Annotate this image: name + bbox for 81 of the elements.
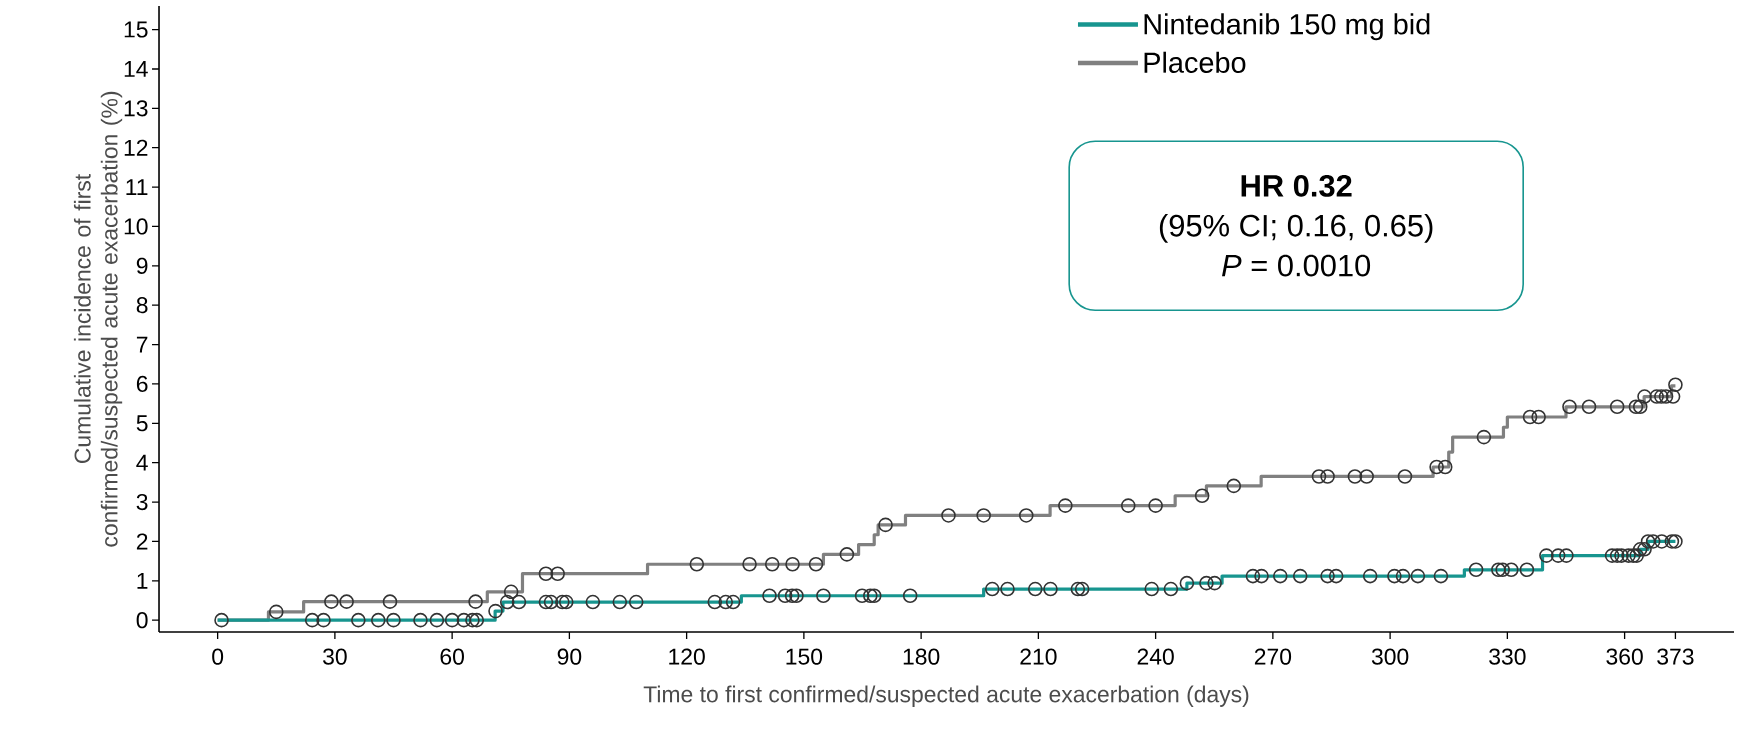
y-tick-label: 3	[136, 493, 148, 511]
point	[268, 604, 284, 620]
point	[1018, 508, 1034, 523]
annotation: P = 0.0010	[1222, 254, 1371, 277]
y-tick-label: 0	[136, 612, 148, 629]
x-tick-label: 60	[440, 648, 464, 665]
y-tick-label: 12	[124, 139, 148, 156]
point	[1658, 389, 1674, 404]
point	[839, 547, 855, 562]
x-tick-label: 210	[1020, 648, 1057, 665]
y-tick-label: 7	[136, 336, 148, 353]
x-tick-label: 300	[1371, 648, 1409, 665]
point	[1437, 459, 1453, 475]
point	[1397, 469, 1413, 484]
point	[1649, 389, 1664, 404]
point	[1320, 469, 1335, 484]
point	[1609, 399, 1625, 415]
point	[742, 556, 757, 572]
point	[1522, 409, 1538, 425]
point	[1632, 399, 1648, 415]
y-tick-label: 4	[136, 454, 148, 471]
y-tick-label: 1	[137, 572, 148, 589]
point	[339, 594, 354, 609]
x-tick-label: 90	[557, 648, 582, 665]
point	[1531, 409, 1546, 425]
point	[1628, 399, 1644, 415]
point	[1429, 459, 1444, 475]
x-tick-label: 270	[1254, 648, 1292, 665]
y-axis-title: Cumulative incidence of first confirmed/suspected acute exacerbation (%)	[73, 91, 123, 547]
point	[1311, 469, 1327, 484]
point	[1665, 389, 1681, 404]
x-tick-label: 30	[323, 648, 347, 665]
point	[1058, 498, 1073, 513]
y-tick-label: 14	[124, 61, 148, 77]
point	[550, 566, 565, 582]
y-tick-label: 13	[124, 100, 148, 117]
point	[785, 556, 800, 572]
x-tick-label: 360	[1606, 648, 1643, 665]
point	[538, 566, 554, 582]
x-axis-title: Time to first confirmed/suspected acute exacerbation (days)	[643, 685, 1249, 707]
y-tick-label: 2	[136, 533, 148, 550]
y-tick-label: 10	[124, 218, 148, 235]
point	[1654, 389, 1669, 404]
point	[503, 584, 519, 600]
point	[976, 508, 991, 523]
point	[941, 508, 956, 523]
point	[1581, 399, 1597, 415]
point	[808, 556, 824, 572]
point	[1148, 498, 1163, 513]
point	[878, 517, 893, 533]
x-tick-label: 373	[1657, 648, 1694, 665]
y-tick-label: 5	[136, 415, 148, 432]
annotation: (95% CI; 0.16, 0.65)	[1159, 213, 1433, 243]
point	[1476, 429, 1492, 445]
point	[382, 594, 398, 609]
point	[1637, 389, 1652, 404]
point	[1194, 488, 1210, 504]
y-tick-label: 9	[136, 257, 148, 274]
point	[1668, 377, 1683, 393]
x-tick-label: 240	[1137, 648, 1174, 665]
point	[1359, 469, 1374, 484]
point	[324, 594, 339, 609]
legend-label: Placebo	[1144, 51, 1246, 73]
point	[468, 594, 483, 609]
point	[689, 556, 705, 572]
y-tick-label: 15	[124, 21, 148, 38]
x-tick-label: 0	[212, 648, 224, 665]
x-tick-label: 150	[786, 648, 823, 665]
x-tick-label: 180	[903, 648, 940, 665]
point	[1562, 399, 1577, 415]
legend-label: Nintedanib 150 mg bid	[1144, 13, 1430, 41]
annotation: HR 0.32	[1241, 174, 1352, 197]
y-tick-label: 8	[136, 297, 148, 314]
point	[1347, 469, 1363, 484]
point	[764, 556, 780, 572]
y-tick-label: 6	[136, 375, 148, 393]
point	[1226, 478, 1242, 494]
y-tick-label: 11	[126, 179, 148, 195]
x-tick-label: 120	[669, 648, 705, 665]
point	[1120, 498, 1136, 513]
x-tick-label: 330	[1489, 648, 1526, 665]
